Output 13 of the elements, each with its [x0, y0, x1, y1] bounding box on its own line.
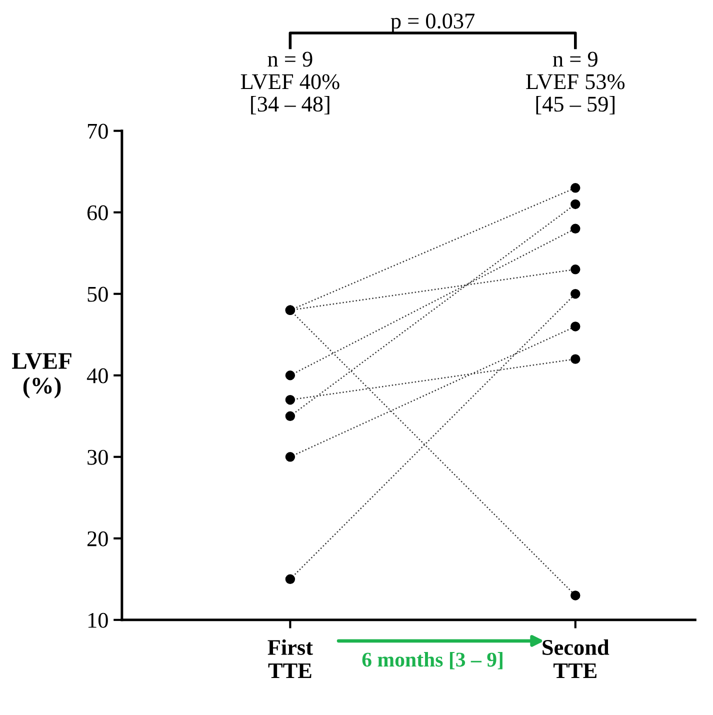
- y-tick-label: 70: [88, 124, 108, 139]
- y-axis-title: LVEF (%): [12, 353, 72, 398]
- x-tick-label: Second TTE: [542, 639, 610, 678]
- y-tick-label: 60: [87, 205, 108, 220]
- y-tick-label: 30: [88, 450, 108, 465]
- y-tick-label: 50: [88, 286, 108, 302]
- y-tick-label: 20: [87, 531, 108, 546]
- x-tick-label: First TTE: [268, 639, 313, 678]
- text: n = 9 LVEF 40% [34 – 48]: [240, 52, 340, 114]
- y-tick-label: 10: [88, 612, 108, 628]
- text: n = 9 LVEF 53% [45 – 59]: [526, 52, 625, 114]
- text: 6 months [3 – 9]: [362, 652, 502, 670]
- y-tick-label: 40: [86, 368, 108, 384]
